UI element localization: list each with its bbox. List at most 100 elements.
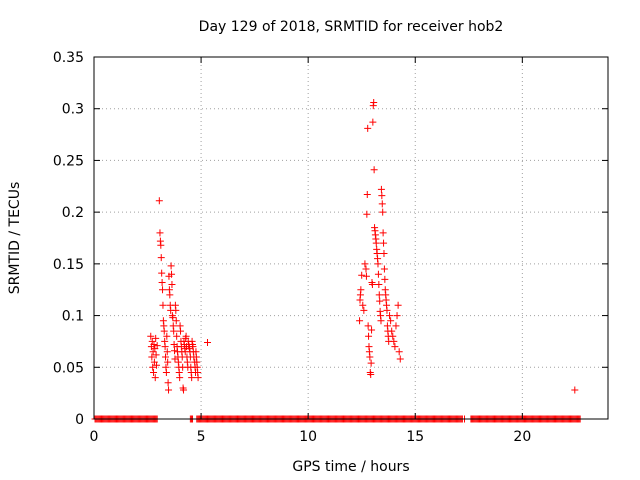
data-point — [152, 334, 160, 342]
data-point — [149, 348, 157, 356]
data-point — [204, 338, 212, 346]
data-point — [361, 260, 369, 268]
data-point — [173, 332, 181, 340]
x-tick-label: 20 — [513, 429, 531, 445]
y-tick-label: 0.05 — [53, 360, 84, 376]
data-point — [161, 343, 169, 351]
data-point — [366, 353, 374, 361]
x-axis-label: GPS time / hours — [292, 459, 409, 475]
data-point — [151, 374, 159, 382]
data-point — [380, 250, 388, 258]
data-point — [378, 192, 386, 200]
data-point — [356, 317, 364, 325]
axis-ticks — [93, 56, 608, 420]
x-tick-label: 15 — [406, 429, 424, 445]
data-point — [368, 281, 376, 289]
data-point — [165, 386, 173, 394]
data-point — [148, 353, 156, 361]
data-point — [194, 374, 202, 382]
y-tick-label: 0.25 — [53, 153, 84, 169]
y-tick-label: 0.2 — [62, 205, 84, 221]
data-point — [381, 275, 389, 283]
data-point — [168, 281, 176, 289]
data-point — [367, 359, 375, 367]
data-point — [148, 337, 156, 345]
data-point — [152, 351, 160, 359]
y-tick-label: 0.35 — [53, 50, 84, 66]
data-point — [163, 332, 171, 340]
data-point — [370, 99, 378, 107]
data-point — [158, 278, 166, 286]
data-point — [182, 332, 190, 340]
data-point — [150, 368, 158, 376]
data-point — [359, 301, 367, 309]
data-point — [380, 265, 388, 273]
data-points — [91, 99, 584, 423]
data-point — [380, 239, 388, 247]
data-point — [164, 379, 172, 387]
data-point — [167, 262, 175, 270]
data-point — [160, 327, 168, 335]
data-point — [362, 272, 370, 280]
plot-frame — [93, 56, 609, 420]
x-tick-label: 10 — [299, 429, 317, 445]
data-point — [360, 306, 368, 314]
y-tick-label: 0 — [75, 412, 84, 428]
data-point — [383, 306, 391, 314]
data-point — [150, 341, 158, 349]
data-point — [171, 347, 179, 355]
data-point — [157, 254, 165, 262]
data-point — [357, 286, 365, 294]
data-point — [391, 343, 399, 351]
data-point — [364, 322, 372, 330]
data-point — [395, 348, 403, 356]
data-point — [163, 348, 171, 356]
data-point — [147, 332, 155, 340]
data-point — [170, 327, 178, 335]
y-tick-label: 0.3 — [62, 102, 84, 118]
data-point — [370, 166, 378, 174]
data-point — [374, 270, 382, 278]
data-point — [379, 229, 387, 237]
data-point — [180, 386, 188, 394]
data-point — [168, 270, 176, 278]
y-tick-label: 0.1 — [62, 309, 84, 325]
data-point — [377, 185, 385, 193]
data-point — [158, 269, 166, 277]
data-point — [358, 271, 366, 279]
data-point — [188, 374, 196, 382]
data-point — [363, 210, 371, 218]
data-point — [390, 337, 398, 345]
data-point — [372, 239, 380, 247]
data-point — [172, 317, 180, 325]
data-point — [392, 322, 400, 330]
data-point — [177, 327, 185, 335]
data-point — [363, 191, 371, 199]
data-point — [162, 368, 170, 376]
tick-labels: 0 5 10 15 20 0 0.05 0.1 0.15 0.2 0.25 0.3 0.35 — [53, 50, 531, 445]
data-point — [172, 306, 180, 314]
data-point — [388, 327, 396, 335]
data-point — [367, 371, 375, 379]
data-point — [164, 358, 172, 366]
data-point — [149, 363, 157, 371]
data-point — [377, 317, 385, 325]
data-point — [386, 312, 394, 320]
data-point — [153, 361, 161, 369]
data-point — [376, 297, 384, 305]
data-point — [389, 332, 397, 340]
data-point — [375, 281, 383, 289]
data-point — [156, 229, 164, 237]
data-point — [365, 332, 373, 340]
data-point — [155, 197, 163, 205]
chart-title: Day 129 of 2018, SRMTID for receiver hob… — [199, 19, 504, 35]
data-point — [162, 353, 170, 361]
data-point — [374, 260, 382, 268]
data-point — [369, 118, 377, 126]
data-point — [393, 312, 401, 320]
x-tick-label: 0 — [90, 429, 99, 445]
data-point — [571, 386, 579, 394]
data-point — [364, 124, 372, 132]
data-point — [394, 301, 402, 309]
data-point — [396, 355, 404, 363]
